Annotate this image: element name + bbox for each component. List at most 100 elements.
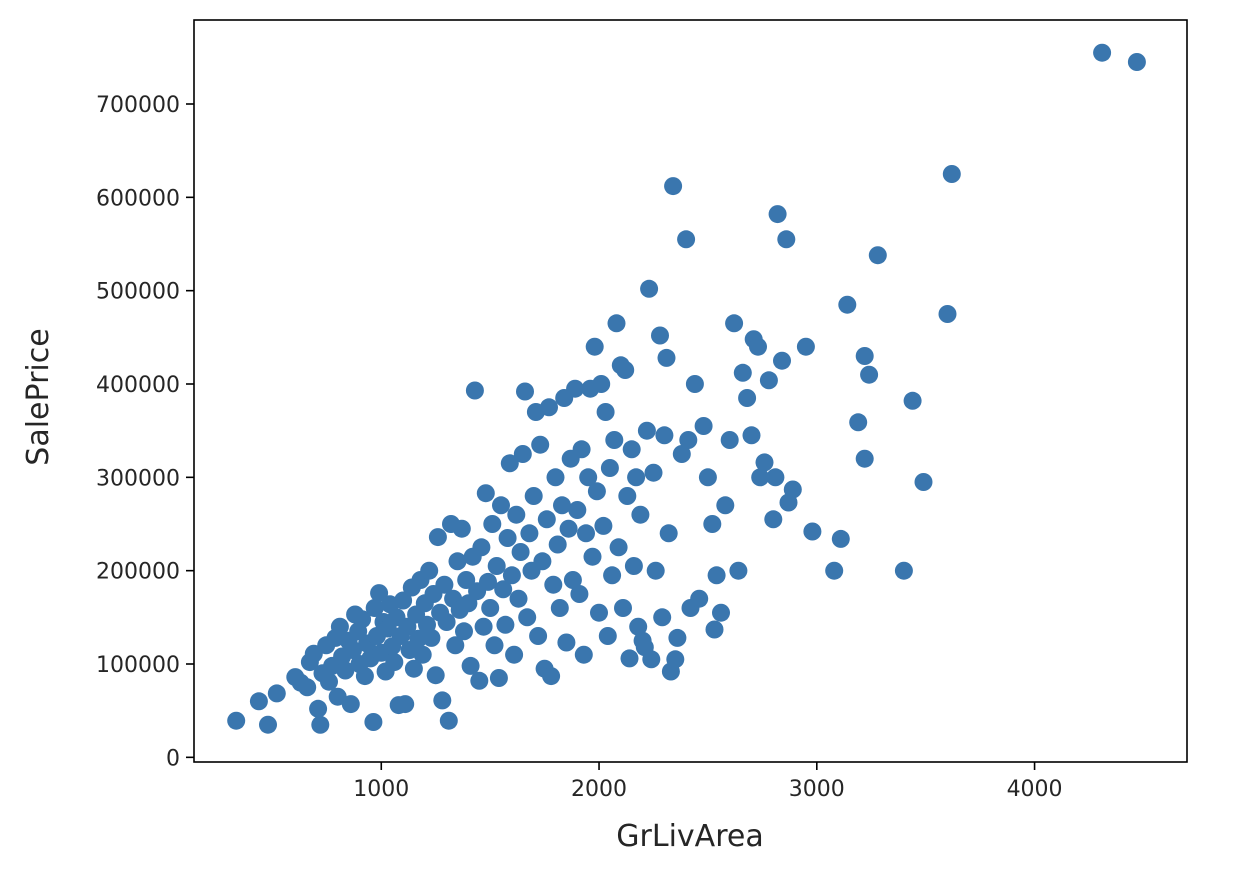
data-point: [485, 636, 504, 655]
data-point: [520, 524, 539, 543]
data-point: [1127, 53, 1146, 71]
data-point: [496, 615, 515, 634]
data-point: [627, 468, 646, 487]
data-point: [653, 608, 672, 627]
y-tick-label: 0: [166, 746, 180, 771]
data-point: [914, 473, 933, 491]
x-axis-label: GrLivArea: [616, 819, 763, 854]
data-point: [577, 524, 595, 543]
data-point: [796, 337, 815, 356]
data-point: [320, 672, 338, 691]
data-point: [529, 627, 548, 645]
data-point: [803, 522, 822, 541]
data-point: [487, 557, 506, 575]
data-point: [725, 314, 744, 333]
data-point: [574, 645, 593, 664]
data-point: [344, 641, 362, 659]
data-point: [524, 487, 543, 505]
data-point: [594, 516, 613, 535]
data-point: [622, 440, 641, 459]
data-point: [409, 629, 428, 648]
data-point: [703, 515, 722, 533]
data-point: [742, 426, 761, 445]
data-point: [502, 566, 521, 585]
data-points: [227, 43, 1146, 734]
data-point: [738, 389, 757, 407]
data-point: [707, 566, 726, 585]
data-point: [716, 496, 735, 515]
data-point: [942, 165, 961, 183]
data-point: [629, 617, 648, 636]
data-point: [446, 636, 465, 655]
data-point: [546, 468, 565, 487]
data-point: [657, 348, 676, 367]
data-point: [646, 561, 665, 580]
data-point: [267, 684, 286, 703]
data-point: [298, 678, 317, 697]
data-point: [537, 510, 556, 529]
data-point: [603, 566, 622, 585]
data-point: [609, 538, 628, 557]
data-point: [259, 715, 277, 734]
data-point: [755, 453, 774, 472]
data-point: [492, 496, 510, 515]
data-point: [938, 305, 957, 323]
data-point: [452, 519, 471, 538]
data-point: [557, 633, 576, 652]
data-point: [518, 608, 537, 627]
data-point: [766, 468, 785, 487]
data-point: [605, 431, 624, 449]
data-point: [579, 468, 598, 487]
data-point: [553, 496, 571, 515]
data-point: [385, 653, 404, 672]
data-point: [777, 230, 796, 249]
data-point: [855, 347, 874, 365]
data-point: [311, 715, 330, 734]
data-point: [494, 580, 513, 599]
data-point: [457, 571, 476, 589]
data-point: [489, 669, 508, 687]
x-tick-label: 4000: [1007, 777, 1063, 802]
data-point: [476, 484, 495, 503]
y-tick-label: 600000: [96, 186, 180, 211]
data-point: [773, 351, 791, 370]
data-point: [542, 667, 561, 686]
data-point: [336, 661, 355, 680]
data-point: [568, 501, 587, 519]
data-point: [498, 529, 517, 547]
data-point: [860, 365, 879, 384]
data-point: [420, 561, 439, 580]
data-point: [364, 713, 383, 731]
data-point: [461, 656, 480, 675]
data-point: [868, 246, 887, 265]
data-point: [759, 371, 778, 390]
data-point: [370, 584, 389, 603]
data-point: [592, 375, 611, 393]
data-point: [394, 591, 413, 610]
data-point: [249, 692, 268, 711]
data-point: [404, 659, 423, 678]
data-point: [720, 431, 739, 449]
data-point: [572, 440, 591, 459]
data-point: [666, 650, 685, 669]
data-point: [838, 295, 857, 314]
data-point: [365, 599, 384, 617]
y-tick-label: 200000: [96, 560, 180, 585]
x-tick-label: 2000: [571, 777, 627, 802]
data-point: [903, 391, 922, 410]
data-point: [596, 403, 615, 421]
data-point: [831, 529, 850, 548]
data-point: [413, 645, 432, 664]
data-point: [768, 205, 787, 224]
data-point: [533, 552, 552, 571]
y-tick-label: 700000: [96, 93, 180, 118]
data-point: [500, 454, 519, 473]
data-point: [566, 379, 585, 398]
data-point: [855, 449, 874, 468]
y-axis-label: SalePrice: [21, 328, 56, 465]
data-point: [470, 671, 489, 690]
data-point: [631, 505, 650, 524]
data-point: [330, 617, 349, 636]
data-point: [570, 585, 589, 603]
data-point: [659, 524, 678, 543]
